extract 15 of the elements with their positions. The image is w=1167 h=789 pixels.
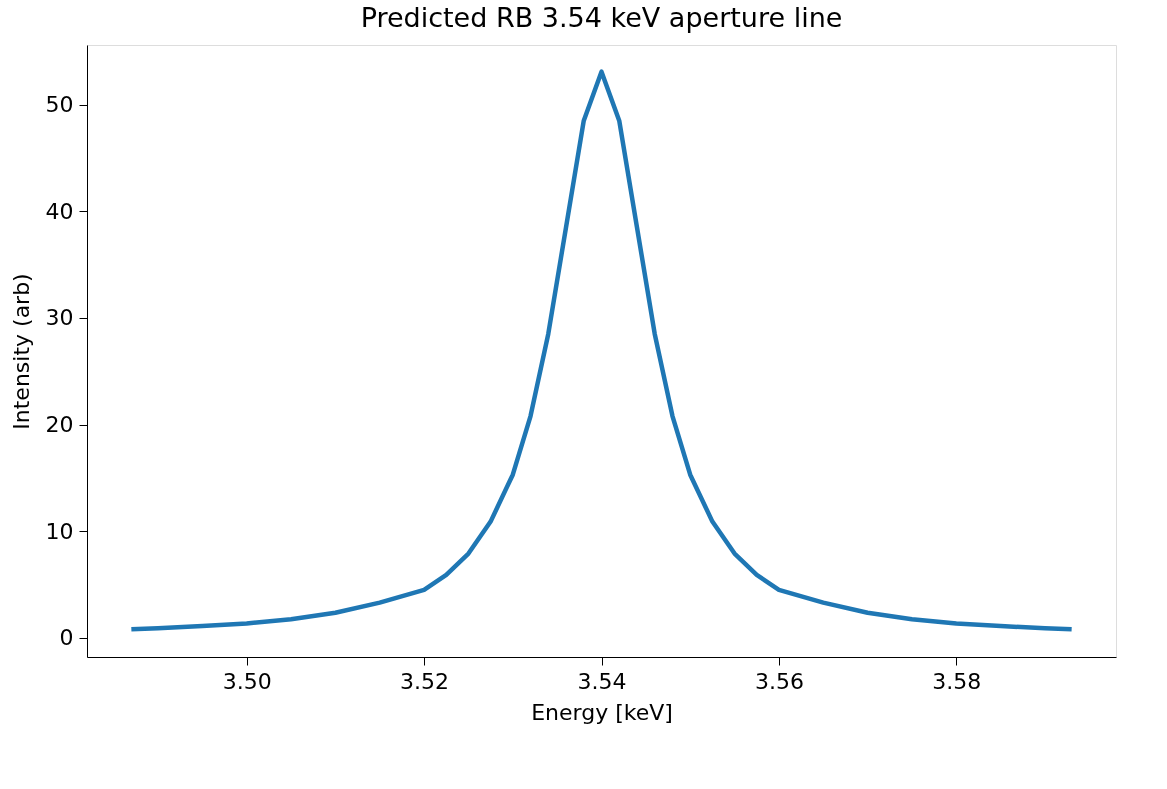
y-axis-title: Intensity (arb) <box>8 273 34 430</box>
x-tick-label: 3.52 <box>400 668 450 694</box>
x-axis-title: Energy [keV] <box>531 699 673 725</box>
y-tick-label: 0 <box>59 625 74 651</box>
chart-title: Predicted RB 3.54 keV aperture line <box>360 2 843 33</box>
x-tick-label: 3.58 <box>932 668 982 694</box>
x-tick-label: 3.50 <box>222 668 272 694</box>
x-tick-label: 3.56 <box>754 668 804 694</box>
x-tick-label: 3.54 <box>577 668 627 694</box>
line-series <box>129 69 1074 632</box>
y-tick-label: 10 <box>45 518 74 544</box>
y-tick-label: 30 <box>45 305 74 331</box>
y-tick-label: 20 <box>45 412 74 438</box>
y-tick-label: 50 <box>45 92 74 118</box>
y-tick-label: 40 <box>45 198 74 224</box>
